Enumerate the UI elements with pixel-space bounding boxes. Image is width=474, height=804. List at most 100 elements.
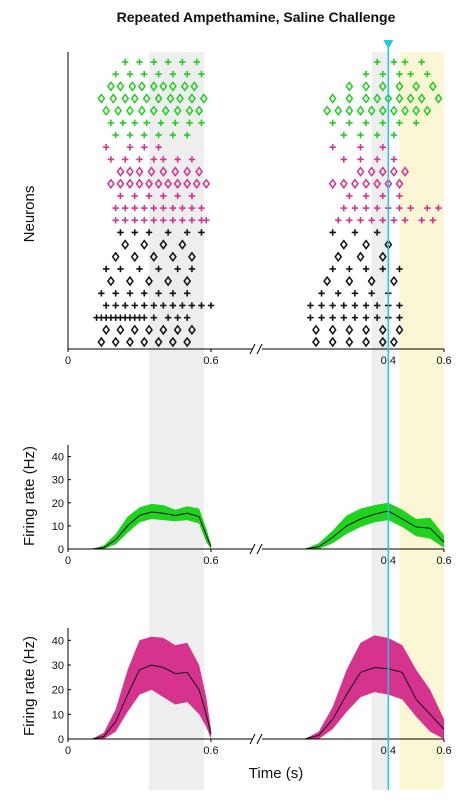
raster-spike-right-16-0	[334, 251, 343, 263]
raster-x-axis: 00.60.40.6	[65, 343, 452, 367]
raster-spike-right-4-5	[378, 105, 387, 116]
raster-spike-right-23-1	[328, 336, 337, 348]
raster-spike-right-4-9	[423, 105, 432, 116]
psth-2-x-tick-3: 0.6	[436, 745, 451, 757]
raster-spike-left-12-8	[188, 204, 196, 212]
raster-spike-left-10-3	[135, 178, 144, 189]
raster-spike-right-20-5	[362, 302, 370, 309]
raster-spike-left-8-5	[174, 156, 181, 163]
psth-1-right-band	[304, 502, 444, 549]
raster-spike-right-8-0	[340, 156, 347, 163]
raster-spike-right-1-1	[379, 70, 386, 78]
raster-spike-left-21-10	[141, 314, 148, 321]
raster-spike-right-6-3	[390, 131, 398, 139]
psth-1-left-band	[91, 503, 211, 549]
raster-spike-left-22-5	[173, 324, 182, 336]
raster-spike-right-18-2	[367, 275, 376, 287]
raster-spike-right-9-2	[378, 166, 387, 177]
event-marker	[383, 40, 394, 790]
raster-spike-left-4-5	[161, 105, 170, 116]
raster-spike-right-3-2	[362, 93, 371, 104]
raster-spike-left-2-3	[137, 81, 146, 92]
raster-spike-right-20-1	[318, 302, 325, 309]
raster-spike-right-9-0	[356, 166, 365, 177]
raster-spike-left-19-2	[126, 290, 134, 297]
raster-spike-left-5-7	[198, 119, 205, 127]
raster-spike-left-19-4	[155, 290, 162, 297]
raster-spike-left-12-2	[131, 204, 138, 212]
psth-2-y-tick-1: 10	[52, 709, 64, 721]
raster-spike-left-13-1	[122, 217, 129, 224]
raster-spike-left-20-6	[160, 302, 167, 309]
raster-spike-right-13-4	[379, 217, 386, 224]
raster-spike-left-7-3	[155, 144, 162, 151]
psth-1-y-tick-4: 40	[52, 452, 64, 464]
raster-panel: 00.60.40.6 Neurons	[21, 52, 452, 367]
raster-spike-right-11-1	[362, 192, 370, 200]
raster-spike-left-17-3	[155, 265, 162, 273]
raster-spike-right-1-4	[424, 70, 431, 78]
raster-spike-left-23-4	[154, 336, 163, 348]
raster-spike-right-9-3	[389, 166, 398, 177]
raster-spike-left-0-5	[193, 58, 200, 66]
raster-spike-left-4-0	[102, 105, 111, 116]
raster-spike-right-8-1	[357, 156, 364, 163]
raster-spike-right-21-5	[362, 314, 370, 321]
raster-spike-right-19-2	[351, 290, 359, 297]
raster-spike-left-1-0	[112, 70, 119, 78]
raster-spike-right-21-8	[396, 314, 403, 321]
raster-spike-left-17-0	[102, 265, 110, 273]
raster-spike-left-5-5	[172, 119, 179, 127]
raster-spike-right-13-6	[401, 217, 409, 224]
raster-spike-right-12-1	[351, 204, 359, 212]
raster-spike-left-6-5	[183, 131, 191, 139]
raster-spike-right-22-0	[312, 324, 320, 336]
raster-spike-left-12-5	[160, 204, 167, 212]
raster-spike-right-12-2	[362, 204, 370, 212]
raster-spike-right-15-0	[339, 239, 348, 250]
raster-spike-left-4-4	[149, 105, 158, 116]
raster-spike-left-3-1	[109, 93, 118, 104]
raster-spike-left-18-4	[183, 275, 192, 287]
raster-spike-right-22-5	[395, 324, 404, 336]
raster-spike-right-12-8	[435, 204, 442, 212]
raster-spike-right-21-3	[340, 314, 347, 321]
raster-spike-right-10-2	[350, 178, 359, 189]
raster-spike-right-0-1	[390, 58, 398, 66]
raster-spike-left-6-4	[169, 131, 177, 139]
raster-spike-left-20-11	[207, 302, 215, 309]
raster-axis-break-1	[249, 343, 256, 355]
raster-spike-left-13-5	[160, 217, 167, 224]
chart-title: Repeated Ampethamine, Saline Challenge	[117, 9, 396, 25]
raster-spike-right-4-6	[389, 105, 398, 116]
raster-spike-left-20-1	[112, 302, 119, 309]
raster-spike-left-2-0	[106, 81, 115, 92]
raster-spike-left-21-11	[150, 314, 157, 321]
raster-spike-left-14-3	[164, 229, 172, 236]
raster-spike-left-9-2	[135, 166, 144, 177]
raster-spike-right-17-1	[346, 265, 353, 273]
raster-spike-left-1-5	[183, 70, 191, 78]
psth-1-y-label: Firing rate (Hz)	[21, 446, 38, 546]
raster-x-tick-1: 0.6	[203, 355, 218, 367]
raster-spike-left-7-1	[126, 144, 134, 151]
raster-spike-right-13-0	[335, 217, 342, 224]
raster-spike-left-17-2	[136, 265, 143, 273]
raster-spike-left-18-1	[126, 275, 134, 287]
psth-1-y-tick-0: 0	[58, 544, 64, 556]
raster-spike-left-13-2	[131, 217, 138, 224]
raster-spike-right-4-1	[334, 105, 343, 116]
raster-spike-right-5-0	[329, 119, 336, 127]
raster-spike-right-2-0	[345, 81, 354, 92]
raster-spike-left-3-5	[154, 93, 163, 104]
raster-spike-right-10-0	[328, 178, 337, 189]
raster-spike-left-3-9	[199, 93, 208, 104]
raster-spike-left-4-1	[114, 105, 122, 116]
raster-spike-left-18-0	[106, 275, 115, 287]
raster-spike-left-14-2	[145, 229, 153, 236]
raster-spike-right-23-2	[345, 336, 354, 348]
raster-spike-left-0-3	[164, 58, 172, 66]
raster-spike-left-6-1	[126, 131, 134, 139]
raster-y-label: Neurons	[21, 186, 38, 243]
